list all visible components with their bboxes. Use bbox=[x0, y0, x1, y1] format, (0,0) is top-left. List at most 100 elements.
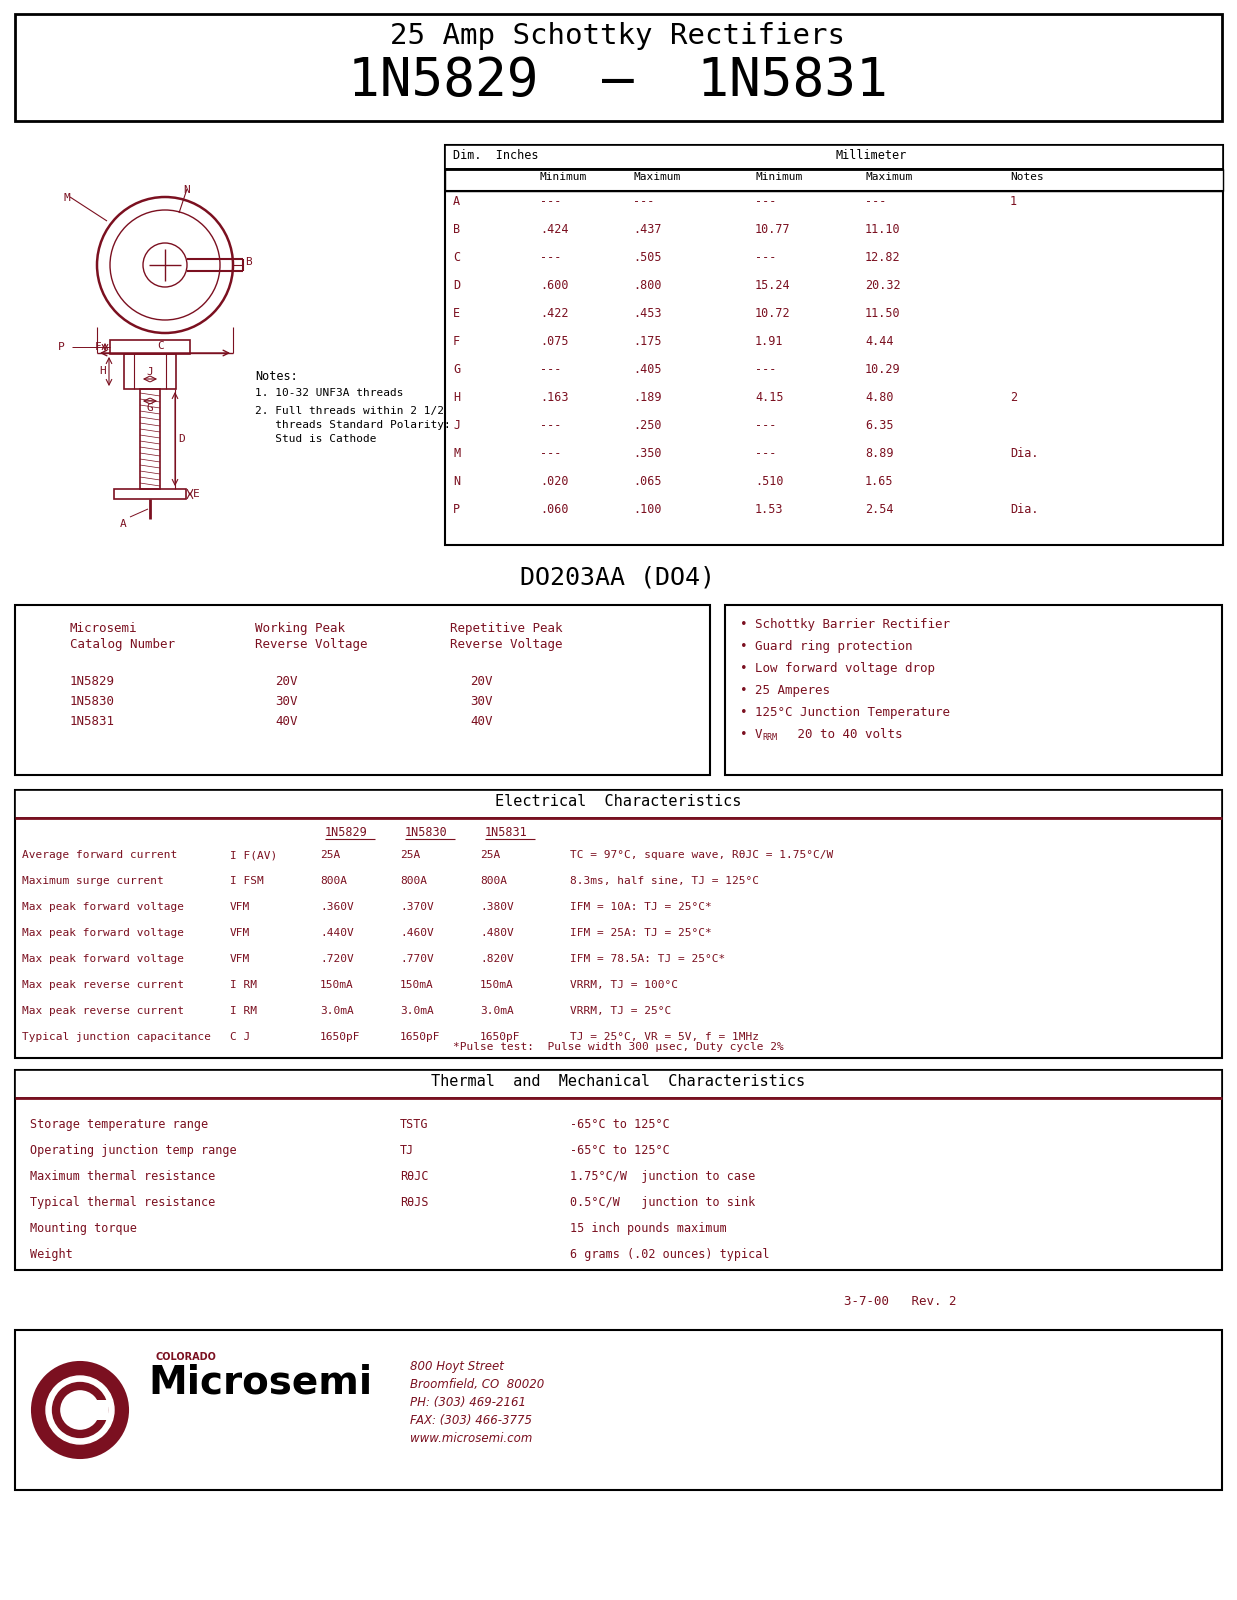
Text: I RM: I RM bbox=[230, 979, 257, 990]
Text: J: J bbox=[147, 366, 153, 378]
Text: 3.0mA: 3.0mA bbox=[480, 1006, 513, 1016]
Text: VFM: VFM bbox=[230, 954, 250, 963]
Text: .453: .453 bbox=[633, 307, 662, 320]
Text: 1.65: 1.65 bbox=[865, 475, 893, 488]
Text: VFM: VFM bbox=[230, 902, 250, 912]
Text: 1N5830: 1N5830 bbox=[71, 694, 115, 707]
Text: 20V: 20V bbox=[470, 675, 492, 688]
Bar bbox=[445, 170, 1223, 190]
Text: 12.82: 12.82 bbox=[865, 251, 901, 264]
Text: G: G bbox=[147, 403, 153, 413]
Text: 40V: 40V bbox=[470, 715, 492, 728]
Text: www.microsemi.com: www.microsemi.com bbox=[409, 1432, 532, 1445]
Text: 6 grams (.02 ounces) typical: 6 grams (.02 ounces) typical bbox=[570, 1248, 769, 1261]
Text: Reverse Voltage: Reverse Voltage bbox=[450, 638, 563, 651]
Bar bbox=[110, 341, 190, 354]
Text: Max peak reverse current: Max peak reverse current bbox=[22, 979, 184, 990]
Text: • Guard ring protection: • Guard ring protection bbox=[740, 640, 913, 653]
Text: 3-7-00   Rev. 2: 3-7-00 Rev. 2 bbox=[844, 1294, 956, 1309]
Text: ---: --- bbox=[541, 446, 562, 461]
Text: .380V: .380V bbox=[480, 902, 513, 912]
Text: 1N5829: 1N5829 bbox=[325, 826, 367, 838]
Text: Max peak forward voltage: Max peak forward voltage bbox=[22, 902, 184, 912]
Bar bbox=[15, 14, 1222, 122]
Text: 1N5829  —  1N5831: 1N5829 — 1N5831 bbox=[348, 54, 888, 107]
Text: 11.10: 11.10 bbox=[865, 222, 901, 235]
Text: 3.0mA: 3.0mA bbox=[320, 1006, 354, 1016]
Text: 2. Full threads within 2 1/2: 2. Full threads within 2 1/2 bbox=[255, 406, 444, 416]
Text: 25 Amp Schottky Rectifiers: 25 Amp Schottky Rectifiers bbox=[391, 22, 846, 50]
Text: 800A: 800A bbox=[320, 877, 348, 886]
Text: Notes:: Notes: bbox=[255, 370, 298, 382]
Text: • 25 Amperes: • 25 Amperes bbox=[740, 685, 830, 698]
Text: G: G bbox=[453, 363, 460, 376]
Text: 2.54: 2.54 bbox=[865, 502, 893, 515]
Text: 150mA: 150mA bbox=[400, 979, 434, 990]
Text: IFM = 25A: TJ = 25°C*: IFM = 25A: TJ = 25°C* bbox=[570, 928, 711, 938]
Text: Thermal  and  Mechanical  Characteristics: Thermal and Mechanical Characteristics bbox=[430, 1074, 805, 1090]
Text: Stud is Cathode: Stud is Cathode bbox=[255, 434, 376, 443]
Text: ---: --- bbox=[541, 195, 562, 208]
Text: 8.3ms, half sine, TJ = 125°C: 8.3ms, half sine, TJ = 125°C bbox=[570, 877, 760, 886]
Text: 25A: 25A bbox=[320, 850, 340, 861]
Text: D: D bbox=[178, 434, 184, 443]
Bar bbox=[15, 1070, 1222, 1098]
Text: threads Standard Polarity:: threads Standard Polarity: bbox=[255, 419, 450, 430]
Bar bbox=[80, 1400, 108, 1421]
Text: Typical thermal resistance: Typical thermal resistance bbox=[30, 1197, 215, 1210]
Text: FAX: (303) 466-3775: FAX: (303) 466-3775 bbox=[409, 1414, 532, 1427]
Bar bbox=[445, 146, 1223, 170]
Text: VRRM, TJ = 100°C: VRRM, TJ = 100°C bbox=[570, 979, 678, 990]
Text: TJ = 25°C, VR = 5V, f = 1MHz: TJ = 25°C, VR = 5V, f = 1MHz bbox=[570, 1032, 760, 1042]
Bar bbox=[15, 1330, 1222, 1490]
Text: 800 Hoyt Street: 800 Hoyt Street bbox=[409, 1360, 503, 1373]
Text: .175: .175 bbox=[633, 334, 662, 349]
Text: D: D bbox=[453, 278, 460, 291]
Text: C: C bbox=[453, 251, 460, 264]
Text: RθJS: RθJS bbox=[400, 1197, 428, 1210]
Text: VRRM, TJ = 25°C: VRRM, TJ = 25°C bbox=[570, 1006, 672, 1016]
Text: ---: --- bbox=[755, 419, 777, 432]
Text: .350: .350 bbox=[633, 446, 662, 461]
Text: Microsemi: Microsemi bbox=[71, 622, 137, 635]
Text: IFM = 10A: TJ = 25°C*: IFM = 10A: TJ = 25°C* bbox=[570, 902, 711, 912]
Text: Minimum: Minimum bbox=[755, 171, 803, 182]
Text: ---: --- bbox=[865, 195, 887, 208]
Text: 1.91: 1.91 bbox=[755, 334, 783, 349]
Text: .510: .510 bbox=[755, 475, 783, 488]
Text: .480V: .480V bbox=[480, 928, 513, 938]
Text: B: B bbox=[453, 222, 460, 235]
Text: 10.29: 10.29 bbox=[865, 363, 901, 376]
Text: Maximum: Maximum bbox=[865, 171, 912, 182]
Text: 20V: 20V bbox=[275, 675, 298, 688]
Text: N: N bbox=[183, 186, 189, 195]
Text: • V: • V bbox=[740, 728, 762, 741]
Text: J: J bbox=[453, 419, 460, 432]
Circle shape bbox=[46, 1376, 114, 1443]
Text: 4.80: 4.80 bbox=[865, 390, 893, 403]
Text: .600: .600 bbox=[541, 278, 569, 291]
Text: I RM: I RM bbox=[230, 1006, 257, 1016]
Text: TJ: TJ bbox=[400, 1144, 414, 1157]
Bar bbox=[445, 146, 1223, 546]
Text: .820V: .820V bbox=[480, 954, 513, 963]
Text: • 125°C Junction Temperature: • 125°C Junction Temperature bbox=[740, 706, 950, 718]
Text: Dim.  Inches: Dim. Inches bbox=[453, 149, 538, 162]
Text: 1N5831: 1N5831 bbox=[485, 826, 528, 838]
Text: 20 to 40 volts: 20 to 40 volts bbox=[790, 728, 903, 741]
Text: .075: .075 bbox=[541, 334, 569, 349]
Text: 25A: 25A bbox=[480, 850, 500, 861]
Text: 1N5829: 1N5829 bbox=[71, 675, 115, 688]
Text: E: E bbox=[193, 490, 199, 499]
Text: 15 inch pounds maximum: 15 inch pounds maximum bbox=[570, 1222, 727, 1235]
Text: 15.24: 15.24 bbox=[755, 278, 790, 291]
Text: 10.72: 10.72 bbox=[755, 307, 790, 320]
Text: .460V: .460V bbox=[400, 928, 434, 938]
Text: A: A bbox=[453, 195, 460, 208]
Text: 1650pF: 1650pF bbox=[400, 1032, 440, 1042]
Text: Maximum thermal resistance: Maximum thermal resistance bbox=[30, 1170, 215, 1182]
Text: Mounting torque: Mounting torque bbox=[30, 1222, 137, 1235]
Text: 1650pF: 1650pF bbox=[320, 1032, 360, 1042]
Text: Maximum: Maximum bbox=[633, 171, 680, 182]
Text: E: E bbox=[453, 307, 460, 320]
